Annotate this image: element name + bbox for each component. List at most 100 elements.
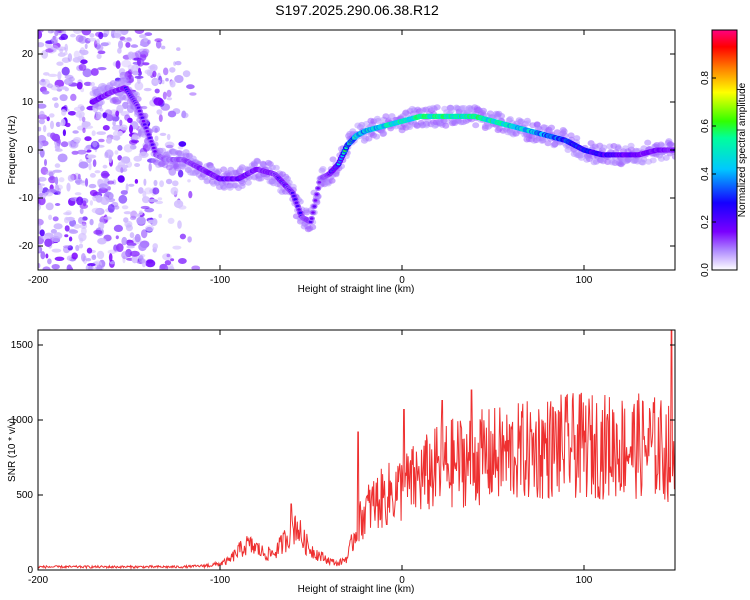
noise-speck <box>82 121 91 127</box>
noise-speck <box>87 263 96 267</box>
spectrogram-y-label: Frequency (Hz) <box>7 116 18 185</box>
noise-speck <box>101 33 108 38</box>
ridge-core <box>293 198 298 201</box>
noise-speck <box>78 243 84 249</box>
noise-speck <box>48 214 53 220</box>
noise-speck <box>114 30 122 39</box>
ridge-core <box>317 181 322 184</box>
noise-speck <box>86 247 93 254</box>
noise-speck <box>152 79 161 84</box>
ridge-core <box>294 201 299 205</box>
colorbar-tick-label: 0.0 <box>700 263 711 277</box>
noise-speck <box>89 173 96 178</box>
noise-speck <box>107 180 115 185</box>
noise-speck <box>116 243 124 253</box>
noise-speck <box>48 176 57 184</box>
noise-speck <box>164 260 172 266</box>
noise-speck <box>90 81 95 87</box>
noise-speck <box>186 84 195 90</box>
ridge-halo <box>328 177 336 184</box>
noise-speck <box>117 175 125 183</box>
colorbar: 0.0 0.2 0.4 0.6 0.8 Normalized spectral ampl… <box>700 29 748 277</box>
noise-speck <box>105 114 114 122</box>
ridge-core <box>309 217 314 220</box>
noise-speck <box>81 30 92 36</box>
noise-speck <box>98 183 108 190</box>
noise-speck <box>103 216 112 220</box>
noise-speck <box>138 67 141 74</box>
y-tick-label: 1000 <box>11 415 34 426</box>
noise-speck <box>191 265 201 270</box>
ridge-core <box>312 205 317 208</box>
noise-speck <box>71 252 78 260</box>
noise-speck <box>66 182 71 192</box>
noise-speck <box>88 162 92 171</box>
noise-speck <box>132 70 139 76</box>
ridge-halo <box>662 154 670 161</box>
noise-speck <box>52 216 59 222</box>
noise-speck <box>87 37 97 42</box>
ridge-halo <box>329 156 337 163</box>
noise-speck <box>172 245 182 250</box>
noise-speck <box>148 162 152 172</box>
ridge-halo <box>132 91 140 98</box>
x-tick-label: 0 <box>399 575 405 586</box>
noise-speck <box>166 97 173 101</box>
ridge-halo <box>257 175 265 182</box>
noise-speck <box>177 220 182 229</box>
noise-speck <box>123 211 132 215</box>
noise-speck <box>54 30 59 37</box>
ridge-halo <box>614 145 622 152</box>
noise-speck <box>67 53 73 62</box>
noise-speck <box>153 97 164 106</box>
noise-speck <box>96 250 105 260</box>
noise-speck <box>50 120 54 130</box>
noise-speck <box>115 235 119 240</box>
noise-speck <box>68 229 79 234</box>
ridge-core <box>140 116 145 120</box>
noise-speck <box>182 70 191 78</box>
noise-speck <box>118 40 123 49</box>
ridge-halo <box>373 115 381 122</box>
noise-speck <box>53 223 63 230</box>
noise-speck <box>38 140 44 150</box>
noise-speck <box>75 244 80 252</box>
noise-speck <box>122 101 129 109</box>
noise-speck <box>44 159 47 166</box>
noise-speck <box>144 32 153 36</box>
noise-speck <box>112 120 116 127</box>
noise-speck <box>77 173 81 180</box>
noise-speck <box>68 236 73 242</box>
noise-speck <box>159 263 169 270</box>
colorbar-tick-label: 0.6 <box>700 119 711 133</box>
noise-speck <box>154 38 163 43</box>
ridge-halo <box>220 166 228 173</box>
noise-speck <box>138 242 147 252</box>
ridge-halo <box>600 144 608 151</box>
noise-speck <box>38 42 45 48</box>
noise-speck <box>38 184 43 193</box>
ridge-halo <box>309 224 317 231</box>
noise-speck <box>97 50 106 55</box>
noise-speck <box>131 255 138 264</box>
noise-speck <box>123 37 133 43</box>
snr-x-label: Height of straight line (km) <box>298 584 415 595</box>
noise-speck <box>178 141 187 147</box>
noise-speck <box>50 44 59 51</box>
ridge-core <box>313 199 318 202</box>
noise-speck <box>161 45 166 50</box>
noise-speck <box>56 61 64 66</box>
noise-speck <box>64 234 69 238</box>
y-tick-label: 0 <box>27 565 33 576</box>
noise-speck <box>138 151 149 158</box>
ridge-halo <box>667 141 674 148</box>
noise-speck <box>140 205 150 210</box>
noise-speck <box>46 116 50 122</box>
colorbar-label: Normalized spectral amplitude <box>737 82 748 217</box>
ridge-halo <box>272 164 280 171</box>
noise-speck <box>142 62 150 66</box>
noise-speck <box>54 143 61 151</box>
noise-speck <box>115 110 120 117</box>
noise-speck <box>78 63 87 71</box>
